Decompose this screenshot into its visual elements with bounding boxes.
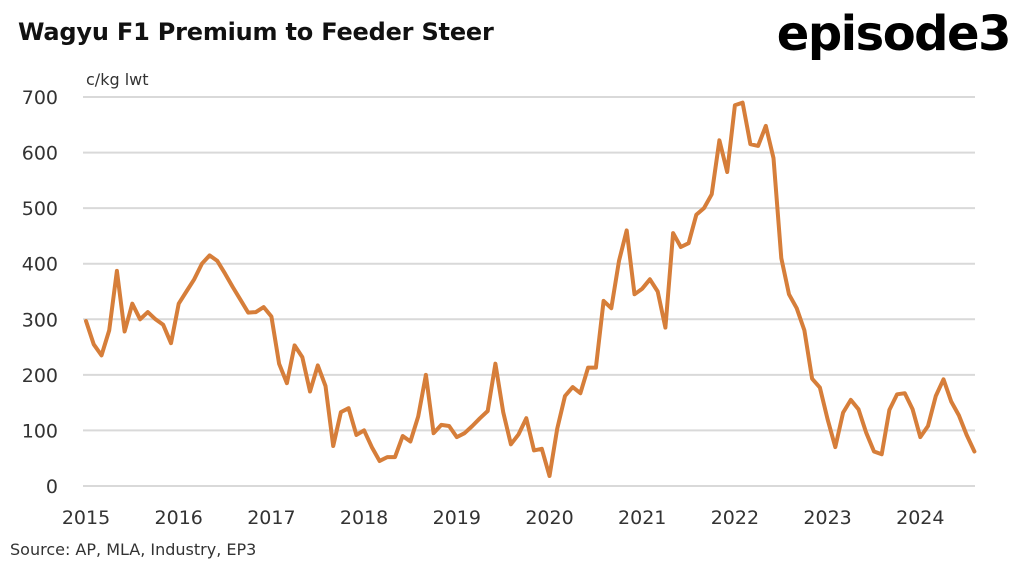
y-tick-label: 100 <box>22 420 58 442</box>
y-axis-ticks: 0 100 200 300 400 500 600 700 <box>22 87 58 498</box>
y-tick-label: 600 <box>22 143 58 165</box>
x-tick-label: 2018 <box>340 507 388 529</box>
y-tick-label: 500 <box>22 198 58 220</box>
x-tick-label: 2022 <box>711 507 759 529</box>
x-tick-label: 2015 <box>62 507 110 529</box>
y-tick-label: 200 <box>22 365 58 387</box>
y-tick-label: 400 <box>22 254 58 276</box>
x-tick-label: 2023 <box>803 507 851 529</box>
x-tick-label: 2020 <box>525 507 573 529</box>
y-tick-label: 300 <box>22 309 58 331</box>
x-axis-ticks: 2015 2016 2017 2018 2019 2020 2021 2022 2023 2024 <box>62 507 945 529</box>
x-tick-label: 2021 <box>618 507 666 529</box>
gridlines <box>83 96 975 487</box>
episode3-logo: episode3 <box>776 6 1012 62</box>
y-axis-unit-label: c/kg lwt <box>86 70 149 89</box>
x-tick-label: 2016 <box>155 507 203 529</box>
y-tick-label: 0 <box>46 476 58 498</box>
source-note: Source: AP, MLA, Industry, EP3 <box>10 540 257 559</box>
series-layer <box>84 100 977 478</box>
chart-title: Wagyu F1 Premium to Feeder Steer <box>18 18 494 46</box>
y-tick-label: 700 <box>22 87 58 109</box>
x-tick-label: 2017 <box>247 507 295 529</box>
x-tick-label: 2019 <box>433 507 481 529</box>
x-tick-label: 2024 <box>896 507 944 529</box>
series-line-0 <box>84 100 977 478</box>
